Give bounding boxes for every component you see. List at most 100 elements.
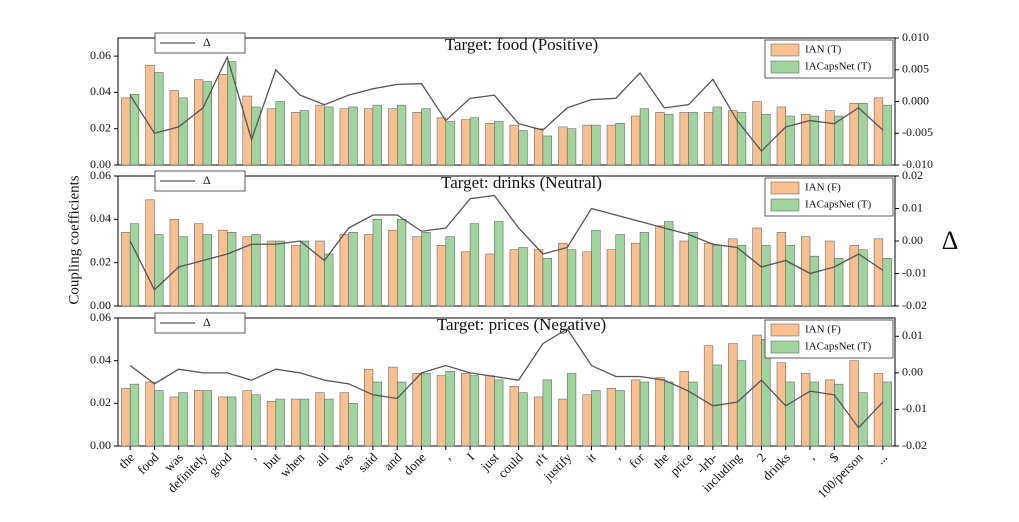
bar: [315, 392, 325, 447]
bar: [461, 119, 471, 166]
bar: [533, 249, 544, 307]
bar: [388, 108, 398, 166]
y2-tick-label: 0.02: [902, 168, 923, 182]
bar: [785, 381, 795, 447]
bar: [421, 373, 431, 447]
y2-tick-label: 0.00: [902, 365, 923, 379]
bar: [339, 108, 349, 166]
bar: [688, 381, 698, 447]
line-legend-box: [154, 312, 246, 334]
bar: [129, 383, 140, 447]
x-tick-label: 100/person: [814, 449, 866, 501]
bar: [591, 124, 601, 166]
bar: [299, 240, 310, 307]
x-tick-label: the: [116, 449, 138, 471]
bar: [388, 229, 398, 307]
bar: [242, 95, 252, 166]
bar: [615, 390, 625, 447]
bar: [873, 97, 884, 166]
bar: [436, 117, 447, 166]
bar: [145, 199, 155, 307]
bar: [558, 398, 568, 447]
bar: [591, 390, 601, 447]
legend-label: IACapsNet (T): [805, 199, 872, 211]
bar: [363, 108, 374, 166]
bar: [169, 219, 179, 307]
bar: [809, 115, 820, 166]
x-tick-label: could: [495, 449, 526, 480]
bar: [664, 221, 674, 307]
bar: [655, 377, 665, 447]
bar: [396, 219, 407, 307]
y-tick-label: 0.02: [90, 120, 111, 134]
bar: [145, 64, 155, 166]
bar: [315, 240, 325, 307]
legend-label: IACapsNet (T): [805, 341, 872, 353]
bar: [461, 251, 471, 307]
bar: [494, 121, 504, 166]
bar: [509, 249, 519, 307]
bar: [372, 381, 382, 447]
x-tick-label: ,: [440, 450, 453, 463]
delta-line: [129, 328, 884, 429]
bar: [421, 108, 431, 166]
bar: [145, 381, 155, 447]
bar: [825, 110, 835, 166]
bar: [412, 373, 422, 447]
bar: [339, 392, 349, 447]
bar: [178, 392, 188, 447]
y-tick-label: 0.04: [90, 84, 111, 98]
bar: [558, 126, 568, 166]
x-tick-label: all: [312, 449, 332, 469]
x-tick-label: ,: [610, 450, 623, 463]
bar: [412, 112, 422, 166]
bar: [606, 124, 617, 166]
bar: [664, 113, 674, 166]
bar: [566, 249, 577, 307]
bar: [518, 247, 528, 307]
bar: [372, 219, 382, 307]
bar: [469, 223, 480, 307]
legend-label: IAN (F): [805, 182, 841, 194]
y-axis-label: Coupling coefficients: [66, 175, 82, 304]
bar: [834, 383, 844, 447]
bar: [615, 123, 625, 166]
bar: [566, 128, 577, 166]
y2-axis-label: Δ: [942, 226, 959, 255]
x-tick-label: ...: [873, 450, 891, 468]
x-tick-label: food: [134, 449, 162, 477]
y2-tick-label: 0.005: [902, 62, 929, 76]
bar: [752, 334, 762, 447]
y2-tick-label: 0.01: [902, 328, 923, 342]
legend-label: Δ: [203, 35, 211, 49]
bar: [485, 253, 495, 307]
bar: [348, 232, 358, 307]
bar: [154, 234, 164, 307]
panel-title: Target: drinks (Neutral): [441, 173, 602, 192]
bar: [266, 400, 277, 447]
bar: [776, 106, 786, 166]
bar: [542, 258, 552, 307]
bar: [291, 112, 301, 166]
legend-swatch: [770, 60, 800, 74]
bar: [324, 398, 334, 447]
x-tick-label: it: [583, 449, 599, 465]
bar: [834, 115, 844, 166]
bar: [178, 236, 188, 307]
bar: [825, 379, 835, 447]
y-tick-label: 0.06: [90, 310, 111, 324]
bar: [436, 375, 447, 447]
bar: [752, 101, 762, 166]
bar: [858, 249, 868, 307]
bar: [631, 379, 641, 447]
bar: [275, 101, 285, 166]
bar: [242, 390, 252, 447]
bar: [412, 236, 422, 307]
y-tick-label: 0.00: [90, 298, 111, 312]
bar: [858, 103, 868, 166]
bar: [494, 379, 504, 447]
legend-label: IACapsNet (T): [805, 61, 872, 73]
bar: [688, 232, 698, 307]
bar: [485, 375, 495, 447]
